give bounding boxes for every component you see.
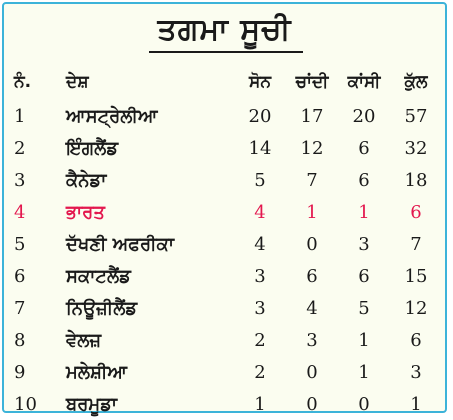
- header-silver: ਚਾਂਦੀ: [295, 72, 329, 92]
- cell-total: 57: [404, 105, 428, 127]
- cell-gold: 3: [254, 297, 266, 319]
- cell-bronze: 5: [358, 297, 370, 319]
- cell-silver: 17: [300, 105, 324, 127]
- cell-country: ਇੰਗਲੈਂਡ: [66, 137, 119, 159]
- cell-no: 1: [14, 105, 26, 127]
- cell-total: 6: [410, 201, 422, 223]
- cell-silver: 12: [300, 137, 324, 159]
- cell-country: ਆਸਟ੍ਰੇਲੀਆ: [66, 105, 158, 127]
- cell-gold: 20: [248, 105, 272, 127]
- header-gold: ਸੋਨ: [249, 72, 271, 92]
- medal-table-card: ਤਗਮਾ ਸੂਚੀ ਨੰ. ਦੇਸ਼ ਸੋਨ ਚਾਂਦੀ ਕਾਂਸੀ ਕੁੱਲ …: [2, 2, 447, 415]
- cell-bronze: 6: [358, 137, 370, 159]
- cell-silver: 7: [306, 169, 318, 191]
- cell-country: ਵੇਲਜ਼: [66, 329, 102, 351]
- cell-gold: 2: [254, 361, 266, 383]
- cell-gold: 3: [254, 265, 266, 287]
- cell-bronze: 1: [358, 361, 370, 383]
- header-country: ਦੇਸ਼: [66, 72, 89, 92]
- page-title: ਤਗਮਾ ਸੂਚੀ: [157, 12, 292, 47]
- header-no: ਨੰ.: [14, 72, 32, 92]
- cell-no: 7: [14, 297, 26, 319]
- cell-total: 32: [404, 137, 428, 159]
- cell-gold: 5: [254, 169, 266, 191]
- header-bronze: ਕਾਂਸੀ: [347, 72, 381, 92]
- cell-bronze: 3: [358, 233, 370, 255]
- table-row: 9 ਮਲੇਸ਼ੀਆ 2 0 1 3: [14, 356, 442, 388]
- table-row: 7 ਨਿਊਜ਼ੀਲੈਂਡ 3 4 5 12: [14, 292, 442, 324]
- header-total: ਕੁੱਲ: [404, 72, 428, 92]
- cell-bronze: 6: [358, 265, 370, 287]
- cell-total: 1: [410, 393, 422, 415]
- table-header-row: ਨੰ. ਦੇਸ਼ ਸੋਨ ਚਾਂਦੀ ਕਾਂਸੀ ਕੁੱਲ: [14, 64, 442, 100]
- table-row: 10 ਬਰਮੂਡਾ 1 0 0 1: [14, 388, 442, 420]
- cell-country: ਬਰਮੂਡਾ: [66, 393, 118, 415]
- cell-silver: 1: [306, 201, 318, 223]
- cell-bronze: 1: [358, 201, 370, 223]
- cell-total: 18: [404, 169, 428, 191]
- table-row-highlighted: 4 ਭਾਰਤ 4 1 1 6: [14, 196, 442, 228]
- cell-gold: 1: [254, 393, 266, 415]
- cell-country: ਮਲੇਸ਼ੀਆ: [66, 361, 128, 383]
- cell-gold: 14: [248, 137, 272, 159]
- cell-total: 15: [404, 265, 428, 287]
- cell-no: 2: [14, 137, 26, 159]
- cell-total: 12: [404, 297, 428, 319]
- medal-table: ਨੰ. ਦੇਸ਼ ਸੋਨ ਚਾਂਦੀ ਕਾਂਸੀ ਕੁੱਲ 1 ਆਸਟ੍ਰੇਲੀ…: [14, 64, 442, 420]
- table-row: 3 ਕੈਨੇਡਾ 5 7 6 18: [14, 164, 442, 196]
- cell-no: 10: [14, 393, 37, 415]
- cell-gold: 4: [254, 201, 266, 223]
- cell-no: 3: [14, 169, 26, 191]
- cell-silver: 0: [306, 361, 318, 383]
- cell-gold: 4: [254, 233, 266, 255]
- cell-no: 5: [14, 233, 26, 255]
- cell-no: 9: [14, 361, 26, 383]
- cell-gold: 2: [254, 329, 266, 351]
- cell-bronze: 0: [358, 393, 370, 415]
- cell-no: 6: [14, 265, 26, 287]
- cell-bronze: 20: [352, 105, 376, 127]
- table-row: 8 ਵੇਲਜ਼ 2 3 1 6: [14, 324, 442, 356]
- table-row: 6 ਸਕਾਟਲੈਂਡ 3 6 6 15: [14, 260, 442, 292]
- cell-silver: 4: [306, 297, 318, 319]
- cell-country: ਕੈਨੇਡਾ: [66, 169, 107, 191]
- cell-total: 7: [410, 233, 422, 255]
- table-row: 1 ਆਸਟ੍ਰੇਲੀਆ 20 17 20 57: [14, 100, 442, 132]
- cell-silver: 3: [306, 329, 318, 351]
- cell-country: ਨਿਊਜ਼ੀਲੈਂਡ: [66, 297, 138, 319]
- cell-no: 8: [14, 329, 26, 351]
- cell-country: ਸਕਾਟਲੈਂਡ: [66, 265, 131, 287]
- cell-country: ਭਾਰਤ: [66, 201, 105, 223]
- cell-silver: 0: [306, 393, 318, 415]
- cell-total: 6: [410, 329, 422, 351]
- cell-country: ਦੱਖਣੀ ਅਫਰੀਕਾ: [66, 233, 174, 255]
- title-underline: [149, 51, 303, 53]
- cell-bronze: 6: [358, 169, 370, 191]
- cell-total: 3: [410, 361, 422, 383]
- cell-silver: 0: [306, 233, 318, 255]
- cell-silver: 6: [306, 265, 318, 287]
- table-row: 5 ਦੱਖਣੀ ਅਫਰੀਕਾ 4 0 3 7: [14, 228, 442, 260]
- table-row: 2 ਇੰਗਲੈਂਡ 14 12 6 32: [14, 132, 442, 164]
- cell-no: 4: [14, 201, 26, 223]
- cell-bronze: 1: [358, 329, 370, 351]
